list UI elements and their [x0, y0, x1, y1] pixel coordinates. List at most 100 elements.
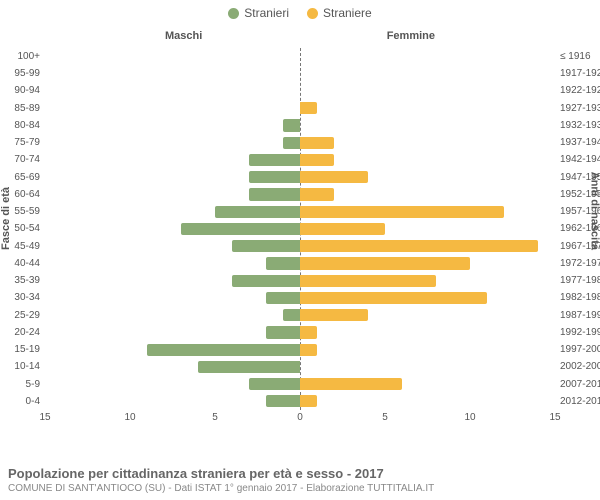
- age-label: 95-99: [14, 65, 45, 82]
- age-label: 100+: [17, 48, 45, 65]
- band-row: 60-641952-1956: [45, 186, 555, 203]
- bar-female: [300, 309, 368, 321]
- header-male: Maschi: [165, 30, 202, 42]
- age-label: 20-24: [14, 324, 45, 341]
- bar-male: [249, 188, 300, 200]
- caption-title: Popolazione per cittadinanza straniera p…: [8, 466, 592, 481]
- birth-label: 1947-1951: [555, 169, 600, 186]
- birth-label: 2002-2006: [555, 358, 600, 375]
- bar-female: [300, 154, 334, 166]
- age-label: 55-59: [14, 203, 45, 220]
- age-label: 90-94: [14, 82, 45, 99]
- band-row: 75-791937-1941: [45, 134, 555, 151]
- bar-female: [300, 257, 470, 269]
- band-row: 35-391977-1981: [45, 272, 555, 289]
- birth-label: 1922-1926: [555, 82, 600, 99]
- age-label: 75-79: [14, 134, 45, 151]
- band-row: 95-991917-1921: [45, 65, 555, 82]
- bar-female: [300, 206, 504, 218]
- birth-label: 1987-1991: [555, 307, 600, 324]
- chart-area: Maschi Femmine 100+≤ 191695-991917-19219…: [45, 30, 555, 430]
- band-row: 45-491967-1971: [45, 238, 555, 255]
- age-label: 60-64: [14, 186, 45, 203]
- x-tick: 10: [464, 412, 475, 423]
- age-label: 25-29: [14, 307, 45, 324]
- y-axis-title-left: Fasce di età: [0, 187, 12, 250]
- age-label: 70-74: [14, 151, 45, 168]
- band-row: 55-591957-1961: [45, 203, 555, 220]
- band-row: 65-691947-1951: [45, 169, 555, 186]
- band-row: 50-541962-1966: [45, 220, 555, 237]
- band-row: 30-341982-1986: [45, 289, 555, 306]
- band-row: 40-441972-1976: [45, 255, 555, 272]
- bar-female: [300, 171, 368, 183]
- birth-label: ≤ 1916: [555, 48, 591, 65]
- band-row: 10-142002-2006: [45, 358, 555, 375]
- band-row: 100+≤ 1916: [45, 48, 555, 65]
- bar-male: [215, 206, 300, 218]
- age-label: 45-49: [14, 238, 45, 255]
- birth-label: 2007-2011: [555, 376, 600, 393]
- bar-female: [300, 292, 487, 304]
- bar-male: [232, 240, 300, 252]
- legend: Stranieri Straniere: [0, 0, 600, 20]
- legend-item-male: Stranieri: [228, 6, 289, 20]
- band-row: 25-291987-1991: [45, 307, 555, 324]
- birth-label: 1917-1921: [555, 65, 600, 82]
- bar-female: [300, 188, 334, 200]
- band-row: 85-891927-1931: [45, 100, 555, 117]
- bar-female: [300, 275, 436, 287]
- x-tick: 5: [212, 412, 218, 423]
- bar-male: [198, 361, 300, 373]
- bar-female: [300, 378, 402, 390]
- birth-label: 1957-1961: [555, 203, 600, 220]
- bar-male: [283, 119, 300, 131]
- birth-label: 1967-1971: [555, 238, 600, 255]
- birth-label: 1972-1976: [555, 255, 600, 272]
- age-label: 5-9: [26, 376, 45, 393]
- band-row: 80-841932-1936: [45, 117, 555, 134]
- band-row: 5-92007-2011: [45, 376, 555, 393]
- bar-female: [300, 344, 317, 356]
- swatch-male: [228, 8, 239, 19]
- bar-male: [249, 154, 300, 166]
- birth-label: 1997-2001: [555, 341, 600, 358]
- band-row: 15-191997-2001: [45, 341, 555, 358]
- age-label: 10-14: [14, 358, 45, 375]
- band-row: 0-42012-2016: [45, 393, 555, 410]
- age-label: 15-19: [14, 341, 45, 358]
- age-label: 85-89: [14, 100, 45, 117]
- caption: Popolazione per cittadinanza straniera p…: [8, 466, 592, 494]
- chart-container: Stranieri Straniere Fasce di età Anni di…: [0, 0, 600, 500]
- age-label: 0-4: [26, 393, 45, 410]
- bar-male: [266, 326, 300, 338]
- birth-label: 1932-1936: [555, 117, 600, 134]
- birth-label: 1937-1941: [555, 134, 600, 151]
- bar-female: [300, 240, 538, 252]
- band-row: 70-741942-1946: [45, 151, 555, 168]
- birth-label: 1927-1931: [555, 100, 600, 117]
- bar-female: [300, 137, 334, 149]
- bar-female: [300, 326, 317, 338]
- bar-male: [266, 395, 300, 407]
- x-tick: 15: [549, 412, 560, 423]
- bar-male: [266, 292, 300, 304]
- bar-male: [266, 257, 300, 269]
- x-tick: 15: [39, 412, 50, 423]
- birth-label: 1942-1946: [555, 151, 600, 168]
- swatch-female: [307, 8, 318, 19]
- bar-male: [283, 309, 300, 321]
- bar-male: [249, 171, 300, 183]
- bar-male: [147, 344, 300, 356]
- age-label: 65-69: [14, 169, 45, 186]
- bar-male: [249, 378, 300, 390]
- age-label: 40-44: [14, 255, 45, 272]
- bar-female: [300, 223, 385, 235]
- birth-label: 2012-2016: [555, 393, 600, 410]
- caption-subtitle: COMUNE DI SANT'ANTIOCO (SU) - Dati ISTAT…: [8, 483, 592, 494]
- header-female: Femmine: [387, 30, 435, 42]
- legend-item-female: Straniere: [307, 6, 372, 20]
- bar-male: [181, 223, 300, 235]
- birth-label: 1977-1981: [555, 272, 600, 289]
- birth-label: 1952-1956: [555, 186, 600, 203]
